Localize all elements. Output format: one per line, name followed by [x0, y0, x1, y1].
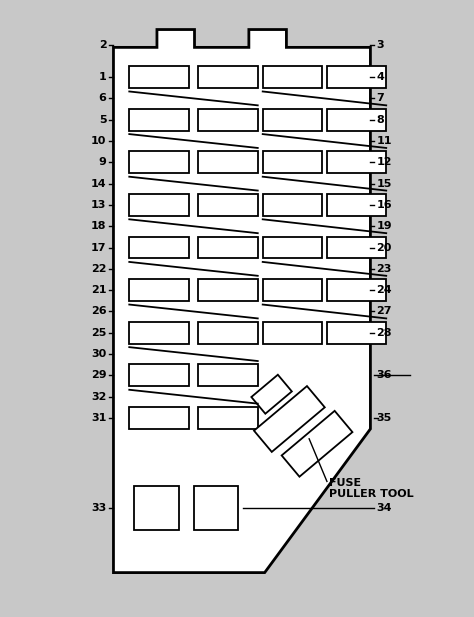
- Bar: [263, 237, 322, 259]
- Text: 27: 27: [376, 307, 392, 317]
- Bar: [199, 66, 258, 88]
- Text: 28: 28: [376, 328, 392, 337]
- Text: 16: 16: [376, 200, 392, 210]
- Bar: [263, 151, 322, 173]
- Bar: [199, 280, 258, 301]
- Text: 24: 24: [376, 285, 392, 295]
- Bar: [129, 237, 189, 259]
- Bar: [327, 322, 386, 344]
- Text: 36: 36: [376, 370, 392, 381]
- Bar: [129, 66, 189, 88]
- Bar: [199, 109, 258, 131]
- Text: 26: 26: [91, 307, 107, 317]
- Polygon shape: [251, 375, 292, 414]
- Text: 23: 23: [376, 264, 392, 274]
- Bar: [263, 66, 322, 88]
- Bar: [199, 322, 258, 344]
- Bar: [199, 365, 258, 386]
- Bar: [129, 407, 189, 429]
- Bar: [199, 151, 258, 173]
- Bar: [129, 322, 189, 344]
- Text: 4: 4: [376, 72, 384, 82]
- Text: 33: 33: [91, 503, 107, 513]
- Text: 34: 34: [376, 503, 392, 513]
- Text: 12: 12: [376, 157, 392, 167]
- Text: 22: 22: [91, 264, 107, 274]
- Bar: [327, 194, 386, 216]
- Bar: [134, 486, 179, 531]
- Text: 11: 11: [376, 136, 392, 146]
- Bar: [199, 237, 258, 259]
- Bar: [263, 280, 322, 301]
- Bar: [129, 280, 189, 301]
- Bar: [263, 194, 322, 216]
- Text: 19: 19: [376, 222, 392, 231]
- Text: FUSE
PULLER TOOL: FUSE PULLER TOOL: [329, 478, 413, 499]
- Text: 14: 14: [91, 179, 107, 189]
- Text: 8: 8: [376, 115, 384, 125]
- Polygon shape: [113, 30, 370, 573]
- Text: 10: 10: [91, 136, 107, 146]
- Text: 1: 1: [99, 72, 107, 82]
- Bar: [129, 151, 189, 173]
- Text: 31: 31: [91, 413, 107, 423]
- Bar: [263, 322, 322, 344]
- Bar: [327, 66, 386, 88]
- Bar: [193, 486, 238, 531]
- Text: 17: 17: [91, 242, 107, 252]
- Bar: [129, 365, 189, 386]
- Text: 13: 13: [91, 200, 107, 210]
- Text: 18: 18: [91, 222, 107, 231]
- Bar: [327, 151, 386, 173]
- Polygon shape: [282, 411, 353, 477]
- Bar: [129, 194, 189, 216]
- Text: 30: 30: [91, 349, 107, 359]
- Text: 21: 21: [91, 285, 107, 295]
- Text: 20: 20: [376, 242, 392, 252]
- Bar: [327, 280, 386, 301]
- Bar: [129, 109, 189, 131]
- Polygon shape: [254, 386, 325, 452]
- Bar: [327, 237, 386, 259]
- Text: 7: 7: [376, 93, 384, 104]
- Text: 15: 15: [376, 179, 392, 189]
- Text: 2: 2: [99, 40, 107, 51]
- Text: 35: 35: [376, 413, 392, 423]
- Text: 25: 25: [91, 328, 107, 337]
- Bar: [199, 407, 258, 429]
- Text: 32: 32: [91, 392, 107, 402]
- Text: 9: 9: [99, 157, 107, 167]
- Bar: [199, 194, 258, 216]
- Bar: [263, 109, 322, 131]
- Text: 6: 6: [99, 93, 107, 104]
- Bar: [327, 109, 386, 131]
- Text: 3: 3: [376, 40, 384, 51]
- Text: 5: 5: [99, 115, 107, 125]
- Text: 29: 29: [91, 370, 107, 381]
